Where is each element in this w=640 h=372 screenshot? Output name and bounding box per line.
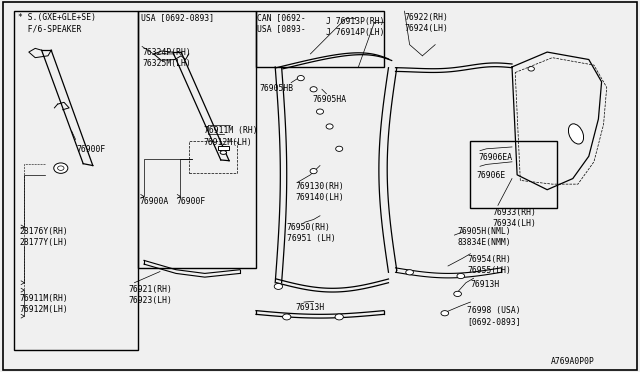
Text: 76911M(RH)
76912M(LH): 76911M(RH) 76912M(LH) (19, 294, 68, 314)
Text: 76905HB: 76905HB (259, 84, 293, 93)
Ellipse shape (326, 124, 333, 129)
Ellipse shape (441, 311, 449, 316)
Bar (14, 11, 138, 350)
Ellipse shape (297, 76, 304, 81)
Ellipse shape (336, 146, 343, 151)
Ellipse shape (58, 166, 64, 170)
Text: 76933(RH)
76934(LH): 76933(RH) 76934(LH) (493, 208, 537, 228)
Bar (218, 146, 229, 150)
Ellipse shape (528, 67, 534, 71)
Text: 76324P(RH)
76325M(LH): 76324P(RH) 76325M(LH) (142, 48, 191, 68)
Text: 76913H: 76913H (470, 280, 500, 289)
Ellipse shape (335, 314, 344, 320)
Text: 76911M (RH)
76912M(LH): 76911M (RH) 76912M(LH) (204, 126, 257, 147)
Ellipse shape (274, 283, 283, 289)
Bar (470, 141, 557, 208)
Text: 76900F: 76900F (77, 145, 106, 154)
Text: 76905HA: 76905HA (312, 95, 346, 104)
Text: 76913H: 76913H (296, 303, 325, 312)
Ellipse shape (568, 124, 584, 144)
Ellipse shape (282, 314, 291, 320)
Ellipse shape (220, 151, 227, 154)
Text: 76900A: 76900A (140, 197, 169, 206)
Text: 76905H(NML)
83834E(NMM): 76905H(NML) 83834E(NMM) (458, 227, 511, 247)
Text: * S.(GXE+GLE+SE)
  F/6-SPEAKER: * S.(GXE+GLE+SE) F/6-SPEAKER (18, 13, 96, 33)
Bar (189, 141, 237, 173)
Text: 28176Y(RH)
28177Y(LH): 28176Y(RH) 28177Y(LH) (19, 227, 68, 247)
Text: 76906E: 76906E (477, 171, 506, 180)
Ellipse shape (406, 270, 413, 275)
Bar (256, 11, 384, 67)
Ellipse shape (457, 273, 465, 279)
Text: 769130(RH)
769140(LH): 769130(RH) 769140(LH) (296, 182, 344, 202)
Text: A769A0P0P: A769A0P0P (550, 357, 595, 366)
Ellipse shape (310, 87, 317, 92)
Text: 76906EA: 76906EA (479, 153, 513, 161)
Text: 76954(RH)
76955(LH): 76954(RH) 76955(LH) (467, 255, 511, 275)
Ellipse shape (310, 169, 317, 174)
Ellipse shape (317, 109, 323, 114)
Text: 76900F: 76900F (176, 197, 205, 206)
Text: 76950(RH)
76951 (LH): 76950(RH) 76951 (LH) (287, 223, 335, 243)
Bar (138, 11, 256, 268)
Ellipse shape (54, 163, 68, 173)
Text: USA [0692-0893]: USA [0692-0893] (141, 13, 214, 22)
Text: J 76913P(RH)
J 76914P(LH): J 76913P(RH) J 76914P(LH) (326, 17, 385, 37)
Ellipse shape (454, 291, 461, 296)
Text: CAN [0692-
USA [0893-: CAN [0692- USA [0893- (257, 13, 306, 33)
Text: 76921(RH)
76923(LH): 76921(RH) 76923(LH) (128, 285, 172, 305)
Text: 76922(RH)
76924(LH): 76922(RH) 76924(LH) (404, 13, 449, 33)
Text: 76998 (USA)
[0692-0893]: 76998 (USA) [0692-0893] (467, 306, 521, 326)
